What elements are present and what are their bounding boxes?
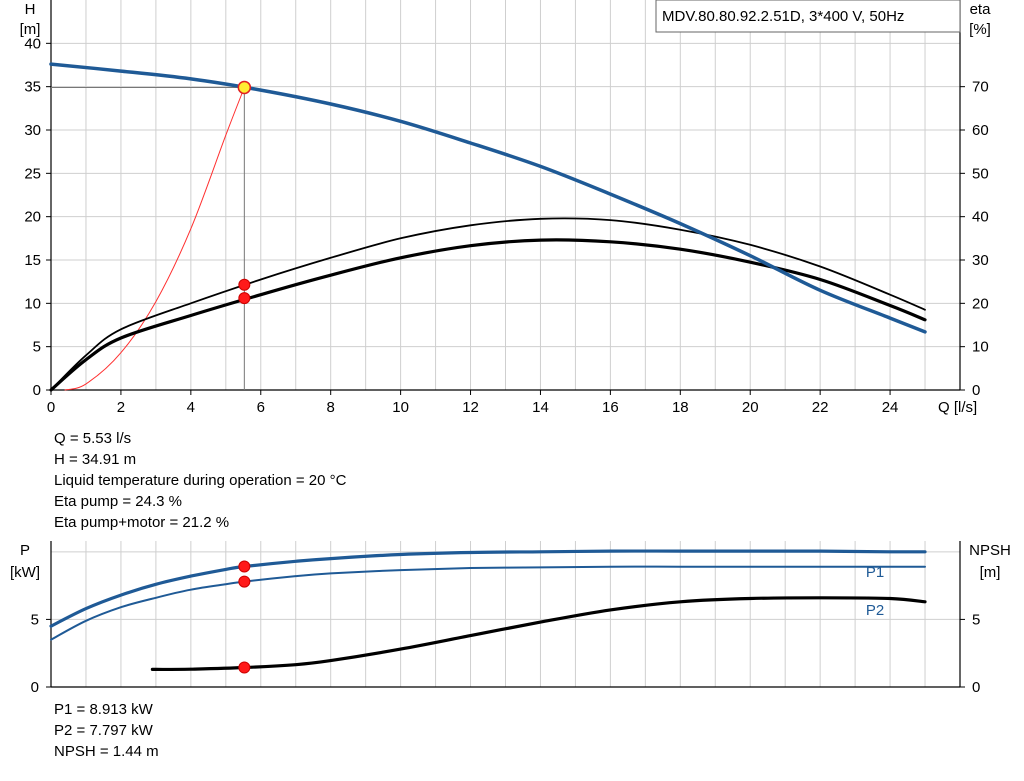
x-tick-label: 4 [187, 399, 195, 416]
npsh-axis-label-line1: NPSH [969, 542, 1011, 559]
npsh-marker [238, 661, 251, 674]
y-tick-label: 25 [24, 165, 41, 182]
y-tick-label: 35 [24, 79, 41, 96]
p2-curve [50, 565, 926, 641]
x-tick-label: 22 [812, 399, 829, 416]
head-curve [49, 62, 927, 334]
y-tick-label: 5 [33, 339, 41, 356]
operating-info-block: Q = 5.53 l/s H = 34.91 m Liquid temperat… [54, 428, 346, 533]
duty-point-marker [237, 80, 252, 95]
y-right-axis-label-line2: [%] [969, 21, 991, 38]
info-p1: P1 = 8.913 kW [54, 701, 153, 718]
y-tick-label: 15 [24, 252, 41, 269]
p1-curve [49, 549, 927, 628]
x-tick-label: 16 [602, 399, 619, 416]
x-tick-label: 2 [117, 399, 125, 416]
y-right-tick-label: 60 [972, 122, 989, 139]
info-eta-pump: Eta pump = 24.3 % [54, 493, 182, 510]
x-tick-label: 8 [327, 399, 335, 416]
y-right-tick-label: 20 [972, 295, 989, 312]
x-tick-label: 0 [47, 399, 55, 416]
x-tick-label: 20 [742, 399, 759, 416]
x-tick-label: 18 [672, 399, 689, 416]
system-curve [64, 87, 245, 391]
y-tick-label: 20 [24, 209, 41, 226]
info-eta-pump-motor: Eta pump+motor = 21.2 % [54, 514, 230, 531]
y-axis-label-line1: H [25, 1, 36, 18]
x-tick-label: 12 [462, 399, 479, 416]
info-p2: P2 = 7.797 kW [54, 722, 153, 739]
npsh-axis-label-line2: [m] [980, 564, 1001, 581]
x-tick-label: 14 [532, 399, 549, 416]
eta-pump-marker [238, 278, 251, 291]
info-npsh: NPSH = 1.44 m [54, 743, 159, 760]
chart-title: MDV.80.80.92.2.51D, 3*400 V, 50Hz [662, 8, 904, 25]
y-axis-label-line2: [m] [20, 21, 41, 38]
power-tick-label: 0 [31, 679, 39, 696]
info-head: H = 34.91 m [54, 451, 137, 468]
x-tick-label: 6 [257, 399, 265, 416]
eta-pump-motor-marker [238, 292, 251, 305]
p1-marker [238, 560, 251, 573]
y-right-tick-label: 10 [972, 339, 989, 356]
x-axis-label: Q [l/s] [938, 399, 977, 416]
series-label-p2: P2 [866, 602, 884, 619]
power-tick-label: 5 [31, 611, 39, 628]
y-right-axis-label-line1: eta [970, 1, 992, 18]
power-info-block: P1 = 8.913 kW P2 = 7.797 kW NPSH = 1.44 … [54, 699, 159, 762]
info-flow: Q = 5.53 l/s [54, 430, 132, 447]
efficiency-pump-motor-curve [49, 238, 927, 392]
y-tick-label: 0 [33, 382, 41, 399]
y-tick-label: 10 [24, 295, 41, 312]
power-axis-label-line1: P [20, 542, 30, 559]
npsh-tick-label: 0 [972, 679, 980, 696]
series-label-p1: P1 [866, 564, 884, 581]
y-right-tick-label: 30 [972, 252, 989, 269]
efficiency-pump-curve [50, 217, 926, 391]
y-right-tick-label: 0 [972, 382, 980, 399]
npsh-curve [150, 596, 927, 672]
x-tick-label: 10 [392, 399, 409, 416]
y-right-tick-label: 50 [972, 165, 989, 182]
y-right-tick-label: 40 [972, 209, 989, 226]
power-axis-label-line2: [kW] [10, 564, 40, 581]
x-tick-label: 24 [882, 399, 899, 416]
y-tick-label: 40 [24, 35, 41, 52]
y-right-tick-label: 70 [972, 79, 989, 96]
npsh-tick-label: 5 [972, 611, 980, 628]
y-tick-label: 30 [24, 122, 41, 139]
p2-marker [238, 575, 251, 588]
info-liquid-temp: Liquid temperature during operation = 20… [54, 472, 347, 489]
chart-title-box [655, 0, 961, 33]
